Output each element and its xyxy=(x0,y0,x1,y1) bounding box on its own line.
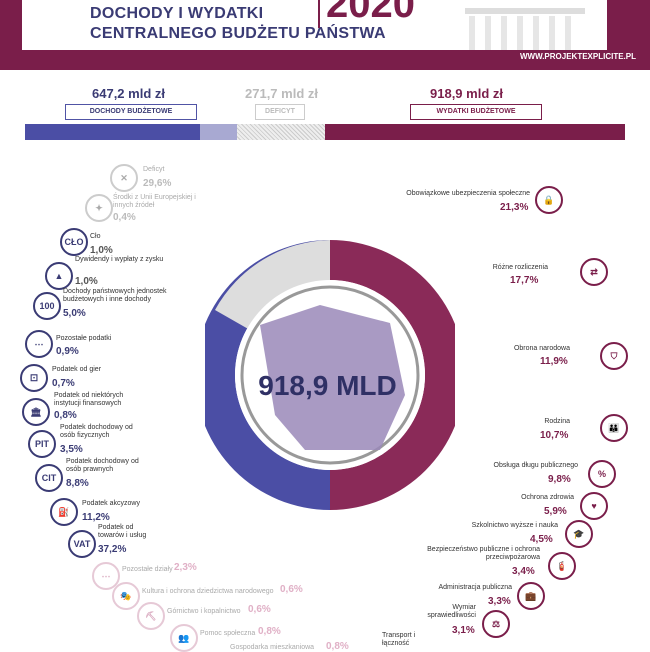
expense-label: WYDATKI BUDŻETOWE xyxy=(410,104,542,120)
expense-label-2: Obrona narodowa xyxy=(513,345,570,352)
people-icon: 👥 xyxy=(170,624,198,652)
banknote-icon: 100 xyxy=(33,292,61,320)
income-label-7: Podatek od niektórych instytucji finanso… xyxy=(54,392,124,407)
expense-label-7: Bezpieczeństwo publiczne i ochrona przec… xyxy=(427,546,540,561)
income-label-6: Podatek od gier xyxy=(52,366,102,373)
faded-pct-0: 2,3% xyxy=(174,562,197,573)
deficit-label: DEFICYT xyxy=(255,104,305,120)
expense-bar xyxy=(325,124,625,140)
fuel-icon: ⛽ xyxy=(50,498,78,526)
income-pct-0: 29,6% xyxy=(143,178,172,189)
fire-extinguisher-icon: 🧯 xyxy=(548,552,576,580)
expense-label-6: Szkolnictwo wyższe i nauka xyxy=(471,522,558,529)
expense-pct-2: 11,9% xyxy=(540,356,568,367)
income-label-11: Podatek od towarów i usług xyxy=(98,524,147,539)
expense-label-8: Administracja publiczna xyxy=(438,584,512,591)
income-pct-3: 1,0% xyxy=(75,276,98,287)
income-label-3: Dywidendy i wypłaty z zysku xyxy=(75,256,164,263)
faded-label-1: Kultura i ochrona dziedzictwa narodowego xyxy=(142,588,274,595)
income-pct-1: 0,4% xyxy=(113,212,136,223)
parliament-icon xyxy=(465,8,585,50)
income-bar xyxy=(25,124,200,140)
eu-stars-icon: ✦ xyxy=(85,194,113,222)
family-icon: 👪 xyxy=(600,414,628,442)
expense-amount: 918,9 mld zł xyxy=(430,86,503,101)
year-label: 2020 xyxy=(318,0,415,28)
total-label: 918,9 MLD xyxy=(258,370,397,401)
income-label-4: Dochody państwowych jednostek budżetowyc… xyxy=(63,288,167,303)
bank-icon: 🏛 xyxy=(22,398,50,426)
budget-donut xyxy=(205,240,455,510)
faded-label-4: Gospodarka mieszkaniowa xyxy=(230,644,315,651)
expense-label-0: Obowiązkowe ubezpieczenia społeczne xyxy=(406,190,530,197)
faded-label-2: Górnictwo i kopalnictwo xyxy=(167,608,241,615)
income-label-8: Podatek dochodowy od osób fizycznych xyxy=(60,424,133,439)
scales-icon: ⚖ xyxy=(482,610,510,638)
income-pct-5: 0,9% xyxy=(56,346,79,357)
income-pct-4: 5,0% xyxy=(63,308,86,319)
expense-pct-8: 3,3% xyxy=(488,596,511,607)
income-pct-11: 37,2% xyxy=(98,544,127,555)
income-pct-8: 3,5% xyxy=(60,444,83,455)
vat-icon: VAT xyxy=(68,530,96,558)
dots-faded-icon: ⋯ xyxy=(92,562,120,590)
faded-pct-1: 0,6% xyxy=(280,584,303,595)
page-title: DOCHODY I WYDATKI CENTRALNEGO BUDŻETU PA… xyxy=(90,5,386,42)
lock-icon: 🔒 xyxy=(535,186,563,214)
income-label-10: Podatek akcyzowy xyxy=(82,500,140,507)
expense-label-4: Obsługa długu publicznego xyxy=(493,462,578,469)
expense-pct-0: 21,3% xyxy=(500,202,529,213)
expense-label-5: Ochrona zdrowia xyxy=(521,494,574,501)
faded-pct-4: 0,8% xyxy=(326,641,349,652)
pit-icon: PIT xyxy=(28,430,56,458)
income-pct-9: 8,8% xyxy=(66,478,89,489)
customs-icon: CŁO xyxy=(60,228,88,256)
expense-pct-9: 3,1% xyxy=(452,625,475,636)
income-pct-10: 11,2% xyxy=(82,512,110,523)
dice-icon: ⚀ xyxy=(20,364,48,392)
faded-label-0: Pozostałe działy xyxy=(122,566,173,573)
expense-label-9: Wymiar sprawiedliwości xyxy=(427,604,476,619)
pickaxe-icon: ⛏ xyxy=(137,602,165,630)
income-label: DOCHODY BUDŻETOWE xyxy=(65,104,197,120)
shield-icon: ⛉ xyxy=(600,342,628,370)
graduation-cap-icon: 🎓 xyxy=(565,520,593,548)
dots-icon: ⋯ xyxy=(25,330,53,358)
deficit-bar xyxy=(237,124,325,140)
expense-pct-7: 3,4% xyxy=(512,566,535,577)
heart-pulse-icon: ♥ xyxy=(580,492,608,520)
deficit-amount: 271,7 mld zł xyxy=(245,86,318,101)
expense-pct-4: 9,8% xyxy=(548,474,571,485)
income-amount: 647,2 mld zł xyxy=(92,86,165,101)
faded-pct-2: 0,6% xyxy=(248,604,271,615)
income-label-2: Cło xyxy=(90,233,101,240)
expense-pct-3: 10,7% xyxy=(540,430,569,441)
expense-pct-1: 17,7% xyxy=(510,275,539,286)
income-pct-7: 0,8% xyxy=(54,410,77,421)
cit-icon: CIT xyxy=(35,464,63,492)
income-label-5: Pozostałe podatki xyxy=(56,335,112,342)
income-label-0: Deficyt xyxy=(143,166,165,173)
theater-icon: 🎭 xyxy=(112,582,140,610)
exchange-icon: ⇄ xyxy=(580,258,608,286)
expense-label-3: Rodzina xyxy=(544,418,570,425)
faded-pct-3: 0,8% xyxy=(258,626,281,637)
income-bar-light xyxy=(200,124,237,140)
expense-label-10: Transport i łączność xyxy=(382,632,416,647)
faded-label-3: Pomoc społeczna xyxy=(200,630,256,637)
deficit-icon: ✕ xyxy=(110,164,138,192)
percent-icon: % xyxy=(588,460,616,488)
income-label-1: Środki z Unii Europejskiej i innych źród… xyxy=(113,194,196,209)
income-pct-6: 0,7% xyxy=(52,378,75,389)
website-link[interactable]: WWW.PROJEKTEXPLICITE.PL xyxy=(519,52,636,61)
briefcase-icon: 💼 xyxy=(517,582,545,610)
expense-pct-5: 5,9% xyxy=(544,506,567,517)
expense-pct-6: 4,5% xyxy=(530,534,553,545)
expense-label-1: Różne rozliczenia xyxy=(492,264,548,271)
income-label-9: Podatek dochodowy od osób prawnych xyxy=(66,458,139,473)
chart-up-icon: ▲ xyxy=(45,262,73,290)
income-pct-2: 1,0% xyxy=(90,245,113,256)
